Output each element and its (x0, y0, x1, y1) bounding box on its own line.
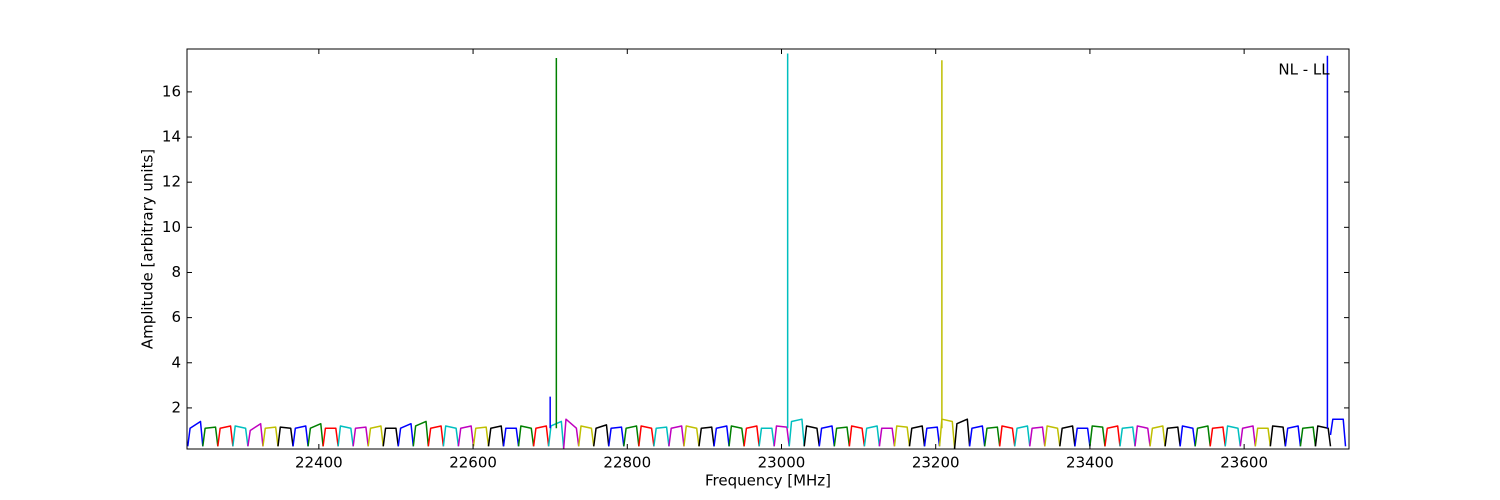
spectrum-line (728, 425, 745, 447)
spectrum-line (803, 425, 821, 447)
spectrum-line (247, 422, 264, 447)
spectrum-line (998, 425, 1016, 447)
spectrum-line (1179, 425, 1196, 447)
spectrum-line (217, 425, 234, 447)
spectrum-line (427, 425, 445, 447)
spectrum-line (1104, 425, 1121, 447)
spectrum-line (608, 426, 625, 447)
spectrum-line (382, 427, 400, 447)
spectrum-line (923, 426, 941, 447)
spectrum-line (1254, 427, 1272, 447)
spectrum-line (187, 420, 204, 447)
y-tick-label: 16 (162, 82, 181, 100)
spectrum-line (1164, 426, 1181, 447)
spectrum-line (1149, 425, 1166, 447)
spectrum-line (1239, 425, 1257, 447)
spectrum-line (908, 425, 926, 447)
spectrum-line (683, 425, 700, 447)
x-tick-label: 23000 (758, 454, 806, 472)
y-tick-label: 10 (162, 218, 181, 236)
spectrum-line (1299, 426, 1317, 447)
spectrum-line (352, 426, 369, 447)
y-tick-label: 2 (171, 398, 181, 416)
spectrum-line (1013, 425, 1031, 447)
spectrum-line (457, 425, 475, 447)
spectrum-line (202, 426, 219, 447)
spectrum-line (953, 418, 971, 449)
x-tick-label: 23400 (1066, 454, 1114, 472)
spectrum-line (1029, 426, 1046, 447)
spectrum-line (818, 425, 836, 447)
spectrum-line (412, 420, 430, 447)
spectrum-line (1074, 427, 1091, 447)
spectrum-line (262, 426, 279, 447)
spectrum-line (1194, 425, 1211, 447)
spectrum-line (863, 425, 881, 447)
spectrum-line (472, 426, 490, 447)
spectrum-line (337, 425, 354, 447)
spectrum-line (668, 425, 685, 447)
spectrum-line (367, 425, 384, 447)
spectrum-line (623, 425, 640, 447)
spectrum-line (1314, 425, 1332, 447)
spectrum-line (532, 425, 550, 447)
spectrum-line (397, 422, 415, 447)
y-tick-label: 14 (162, 128, 181, 146)
spectrum-line (743, 425, 760, 447)
x-tick-label: 22800 (603, 454, 651, 472)
spectrum-line (502, 427, 520, 447)
spectrum-line (517, 425, 535, 447)
spectrum-line (788, 418, 805, 447)
y-axis-label: Amplitude [arbitrary units] (139, 149, 157, 349)
spectrum-line (878, 427, 896, 447)
spectrum-line (1089, 425, 1106, 447)
annotation: NL - LL (1278, 61, 1330, 79)
spectrum-line (1224, 425, 1242, 447)
x-axis-label: Frequency [MHz] (705, 472, 831, 490)
spectrum-line (562, 418, 580, 449)
spectrum-line (698, 426, 715, 447)
spectrum-line (653, 426, 670, 447)
spectrum-line (292, 425, 309, 447)
axes-frame (186, 48, 1350, 450)
y-tick-label: 12 (162, 173, 181, 191)
spectrum-line (1329, 418, 1347, 447)
spectrum-line (893, 425, 911, 447)
spectrum-line (277, 426, 294, 447)
spectrum-line (638, 425, 655, 447)
spectrum-line (1044, 425, 1061, 447)
x-tick-label: 23600 (1220, 454, 1268, 472)
x-tick-label: 22600 (449, 454, 497, 472)
spectrum-line (938, 418, 956, 449)
spectrum-line (307, 422, 324, 447)
x-tick-label: 23200 (912, 454, 960, 472)
spectrum-line (968, 425, 986, 447)
y-tick-label: 4 (171, 353, 181, 371)
spectrum-line (1119, 426, 1136, 447)
plot-area (187, 53, 1347, 449)
spectrum-line (1209, 426, 1226, 447)
spectrum-line (487, 425, 505, 447)
spectrum-line (833, 426, 851, 447)
spectrum-line (713, 425, 730, 447)
spectrum-line (848, 425, 866, 447)
spectrum-line (773, 425, 790, 447)
spectrum-line (322, 427, 339, 447)
spectrum-line (577, 425, 595, 447)
spectrum-line (1269, 425, 1287, 447)
x-tick-label: 22400 (295, 454, 343, 472)
spectrum-line (983, 426, 1001, 447)
spectrum-line (232, 425, 249, 447)
spectrum-line (442, 425, 460, 447)
spectrum-line (1284, 425, 1302, 447)
spectrum-line (758, 427, 775, 447)
spectrum-line (1134, 425, 1151, 447)
spectrum-line (592, 424, 610, 447)
spectrum-line (1059, 425, 1076, 447)
y-tick-label: 6 (171, 308, 181, 326)
y-tick-label: 8 (171, 263, 181, 281)
